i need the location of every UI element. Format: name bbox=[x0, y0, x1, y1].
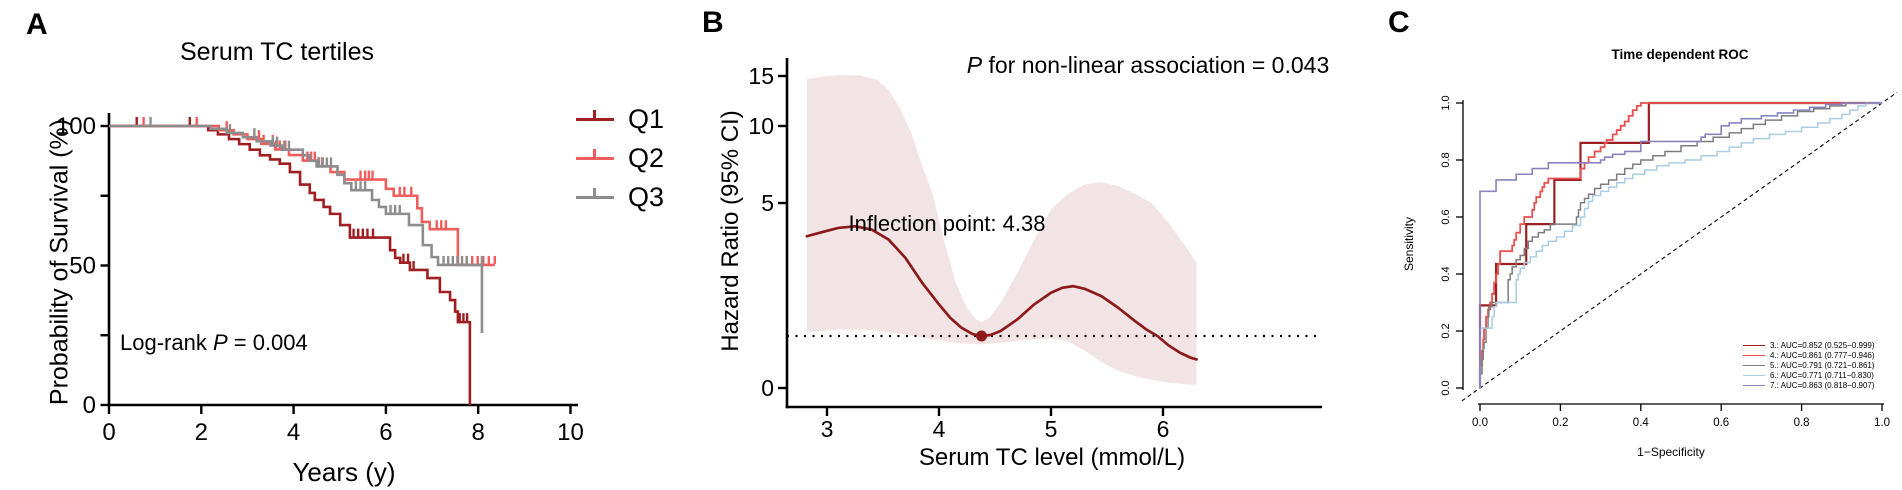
legend-item-q1: Q1 bbox=[576, 101, 664, 137]
panel-c-x-axis-label: 1−Specificity bbox=[1637, 445, 1705, 459]
panel-a-label: A bbox=[26, 8, 48, 41]
svg-text:4: 4 bbox=[287, 419, 300, 446]
panel-b-label: B bbox=[702, 6, 724, 39]
roc-7-line-swatch bbox=[1743, 384, 1765, 386]
logrank-p-symbol: P bbox=[212, 330, 228, 355]
legend-item-q2: Q2 bbox=[576, 140, 664, 176]
roc-legend: 3.: AUC=0.852 (0.525−0.999) 4.: AUC=0.86… bbox=[1743, 340, 1875, 390]
panel-a-y-axis-label: Probability of Survival (%) bbox=[45, 118, 74, 406]
svg-text:4: 4 bbox=[933, 416, 946, 442]
roc-5-legend-label: 5.: AUC=0.791 (0.721−0.861) bbox=[1770, 360, 1875, 370]
svg-text:0.8: 0.8 bbox=[1794, 417, 1810, 429]
q2-legend-label: Q2 bbox=[628, 142, 665, 173]
p-nonlinear-symbol: P bbox=[966, 52, 983, 78]
svg-text:100: 100 bbox=[56, 113, 96, 140]
roc-chart: 0.0 0.2 0.4 0.6 0.8 1.0 0.0 0.2 0.4 0.6 0.8 1.0 bbox=[1440, 92, 1898, 429]
roc-3-line-swatch bbox=[1743, 344, 1765, 346]
svg-text:0.4: 0.4 bbox=[1440, 266, 1452, 281]
svg-text:3: 3 bbox=[821, 416, 834, 442]
roc-6-legend-label: 6.: AUC=0.771 (0.711−0.830) bbox=[1770, 370, 1874, 380]
q2-censor-tick-icon bbox=[593, 148, 596, 158]
legend-item-roc-4: 4.: AUC=0.861 (0.777−0.946) bbox=[1743, 350, 1875, 360]
svg-text:0.6: 0.6 bbox=[1440, 209, 1452, 224]
spline-chart: 0 5 10 15 3 4 5 6 bbox=[748, 58, 1322, 442]
inflection-annotation: Inflection point: 4.38 bbox=[848, 211, 1046, 236]
panel-c-label: C bbox=[1388, 6, 1410, 39]
svg-text:0.2: 0.2 bbox=[1552, 417, 1568, 429]
panel-c-y-axis-label: Sensitivity bbox=[1402, 216, 1416, 272]
legend-item-roc-3: 3.: AUC=0.852 (0.525−0.999) bbox=[1743, 340, 1875, 350]
svg-text:50: 50 bbox=[69, 253, 96, 280]
panel-c-title: Time dependent ROC bbox=[1611, 47, 1749, 62]
svg-text:0.2: 0.2 bbox=[1440, 323, 1452, 338]
svg-text:0: 0 bbox=[83, 392, 96, 419]
panel-b-x-axis-label: Serum TC level (mmol/L) bbox=[918, 444, 1186, 471]
panel-a-title: Serum TC tertiles bbox=[179, 38, 375, 66]
svg-text:0.8: 0.8 bbox=[1440, 152, 1452, 167]
roc-4-legend-label: 4.: AUC=0.861 (0.777−0.946) bbox=[1770, 350, 1875, 360]
svg-text:15: 15 bbox=[748, 63, 774, 89]
svg-text:0.4: 0.4 bbox=[1633, 417, 1650, 429]
svg-text:10: 10 bbox=[748, 113, 774, 139]
svg-text:0.0: 0.0 bbox=[1440, 380, 1452, 395]
q3-line-swatch bbox=[576, 187, 614, 199]
svg-text:0: 0 bbox=[102, 419, 115, 446]
q1-line-swatch bbox=[576, 109, 614, 121]
legend-item-q3: Q3 bbox=[576, 179, 664, 215]
panel-b-y-axis-label: Hazard Ratio (95% CI) bbox=[717, 110, 744, 352]
svg-text:2: 2 bbox=[195, 419, 208, 446]
q2-line-swatch bbox=[576, 148, 614, 160]
logrank-prefix: Log-rank bbox=[120, 330, 213, 355]
roc-3-legend-label: 3.: AUC=0.852 (0.525−0.999) bbox=[1770, 340, 1875, 350]
svg-text:6: 6 bbox=[1157, 416, 1170, 442]
logrank-value: = 0.004 bbox=[227, 330, 308, 355]
q1-legend-label: Q1 bbox=[628, 103, 665, 134]
svg-text:0: 0 bbox=[761, 375, 774, 401]
roc-6-line-swatch bbox=[1743, 374, 1765, 376]
roc-5-line-swatch bbox=[1743, 364, 1765, 366]
svg-text:1.0: 1.0 bbox=[1440, 95, 1452, 110]
legend-item-roc-6: 6.: AUC=0.771 (0.711−0.830) bbox=[1743, 370, 1875, 380]
svg-text:5: 5 bbox=[1045, 416, 1058, 442]
roc-7-legend-label: 7.: AUC=0.863 (0.818−0.907) bbox=[1770, 380, 1875, 390]
legend-item-roc-7: 7.: AUC=0.863 (0.818−0.907) bbox=[1743, 380, 1875, 390]
km-legend: Q1 Q2 Q3 bbox=[576, 101, 664, 218]
p-nonlinear-text: for non-linear association = 0.043 bbox=[982, 52, 1330, 78]
svg-text:6: 6 bbox=[379, 419, 392, 446]
svg-text:0.0: 0.0 bbox=[1472, 417, 1488, 429]
logrank-annotation: Log-rank P = 0.004 bbox=[120, 330, 308, 356]
panel-b-title: P for non-linear association = 0.043 bbox=[967, 52, 1329, 79]
q1-censor-tick-icon bbox=[593, 109, 596, 119]
svg-text:1.0: 1.0 bbox=[1874, 417, 1890, 429]
svg-text:10: 10 bbox=[557, 419, 584, 446]
svg-text:8: 8 bbox=[472, 419, 485, 446]
km-chart: 0 50 100 0 2 4 6 8 10 bbox=[56, 113, 584, 446]
roc-4-line-swatch bbox=[1743, 354, 1765, 356]
svg-text:5: 5 bbox=[761, 190, 774, 216]
panel-a-x-axis-label: Years (y) bbox=[292, 457, 396, 487]
q3-legend-label: Q3 bbox=[628, 181, 665, 212]
svg-text:0.6: 0.6 bbox=[1713, 417, 1729, 429]
q3-censor-tick-icon bbox=[593, 187, 596, 197]
legend-item-roc-5: 5.: AUC=0.791 (0.721−0.861) bbox=[1743, 360, 1875, 370]
